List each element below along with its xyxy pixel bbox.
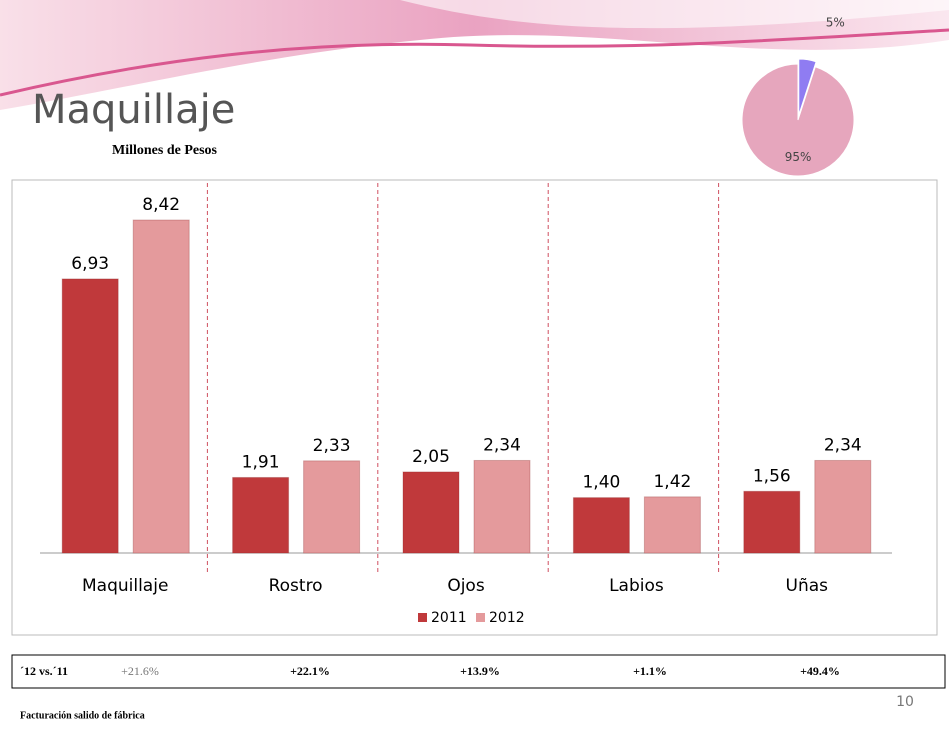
comparison-cell: +22.1% bbox=[290, 664, 330, 678]
bar bbox=[474, 460, 530, 553]
x-tick-label: Labios bbox=[609, 576, 664, 596]
comparison-label: ´12 vs.´11 bbox=[20, 664, 68, 678]
comparison-cell: +21.6% bbox=[121, 664, 159, 678]
legend-swatch bbox=[418, 613, 427, 622]
bar bbox=[644, 497, 700, 553]
bar bbox=[62, 279, 118, 553]
comparison-cell: +13.9% bbox=[460, 664, 500, 678]
slide: Maquillaje Millones de Pesos ´12 vs.´11 … bbox=[0, 0, 949, 731]
value-label: 1,56 bbox=[753, 466, 791, 486]
value-label: 2,33 bbox=[313, 436, 351, 456]
title: Maquillaje bbox=[32, 87, 235, 133]
x-tick-label: Rostro bbox=[269, 576, 323, 596]
x-tick-label: Uñas bbox=[786, 576, 829, 596]
x-tick-label: Maquillaje bbox=[82, 576, 168, 596]
value-label: 1,91 bbox=[242, 452, 280, 472]
pie-label: 5% bbox=[826, 16, 845, 30]
value-label: 6,93 bbox=[71, 254, 109, 274]
bar bbox=[133, 220, 189, 553]
bar bbox=[403, 472, 459, 553]
value-label: 2,05 bbox=[412, 447, 450, 467]
bar bbox=[233, 477, 289, 553]
bar bbox=[304, 461, 360, 553]
legend-label: 2012 bbox=[489, 610, 525, 626]
footnote: Facturación salido de fábrica bbox=[20, 710, 145, 721]
bar bbox=[744, 491, 800, 553]
page-number: 10 bbox=[896, 694, 914, 710]
pie-label: 95% bbox=[785, 150, 812, 164]
x-tick-label: Ojos bbox=[447, 576, 485, 596]
bar bbox=[573, 498, 629, 553]
subtitle: Millones de Pesos bbox=[112, 143, 218, 158]
bar bbox=[815, 460, 871, 553]
legend-label: 2011 bbox=[431, 610, 467, 626]
value-label: 2,34 bbox=[483, 435, 521, 455]
value-label: 8,42 bbox=[142, 195, 180, 215]
value-label: 2,34 bbox=[824, 435, 862, 455]
comparison-cell: +49.4% bbox=[800, 664, 840, 678]
legend-swatch bbox=[476, 613, 485, 622]
value-label: 1,42 bbox=[653, 472, 691, 492]
value-label: 1,40 bbox=[582, 473, 620, 493]
comparison-cell: +1.1% bbox=[633, 664, 667, 678]
